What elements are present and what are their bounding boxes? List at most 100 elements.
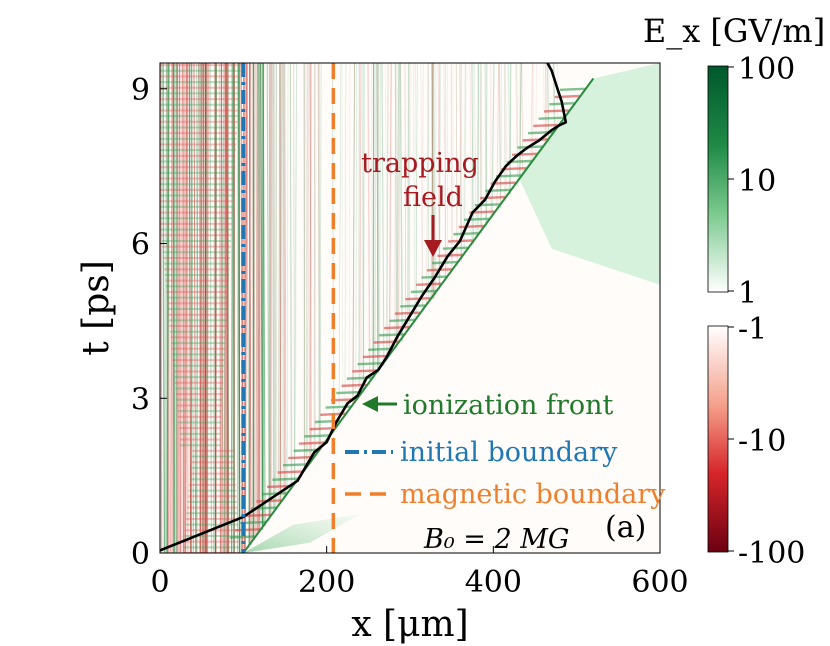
field-streak <box>352 63 355 404</box>
trapping-field-label-line2: field <box>403 182 463 213</box>
field-streak <box>294 63 297 482</box>
field-streak <box>359 63 362 396</box>
field-streak <box>190 63 193 553</box>
field-streak <box>399 63 404 342</box>
front-oscillation <box>400 304 426 308</box>
field-streak <box>261 63 265 528</box>
field-streak <box>269 63 272 516</box>
field-streak <box>237 63 241 553</box>
field-region-wedge <box>243 514 360 553</box>
field-streak <box>160 63 163 553</box>
field-streak <box>318 63 320 451</box>
y-tick-label: 3 <box>131 382 150 417</box>
b0-label: B₀ = 2 MG <box>423 524 569 555</box>
field-streak <box>305 63 309 467</box>
field-streak <box>394 63 398 349</box>
field-streak <box>521 63 524 179</box>
field-streak <box>338 63 342 422</box>
field-streak <box>220 63 223 553</box>
front-oscillation <box>357 361 383 366</box>
field-streak <box>496 63 500 210</box>
front-oscillation <box>538 116 564 120</box>
field-streak <box>198 63 201 553</box>
x-tick-label: 0 <box>150 565 169 600</box>
ionization-front-label: ionization front <box>403 390 613 421</box>
field-streak <box>420 63 423 315</box>
plot-frame <box>159 62 661 554</box>
field-streak <box>186 63 189 553</box>
front-oscillation <box>389 318 415 323</box>
field-streak <box>176 63 178 553</box>
field-streak <box>274 63 277 509</box>
field-streak <box>438 63 440 289</box>
field-streak <box>190 63 193 553</box>
panel-label: (a) <box>605 510 646 545</box>
field-streak <box>191 63 194 553</box>
front-oscillation <box>543 109 570 113</box>
field-streak <box>255 63 258 535</box>
field-streak <box>294 63 298 482</box>
field-streak <box>185 63 188 553</box>
field-streak <box>386 63 389 359</box>
field-streak <box>225 63 229 553</box>
field-streak <box>188 63 192 553</box>
field-streak <box>262 63 266 527</box>
field-streak <box>182 63 186 553</box>
field-streak <box>507 63 511 197</box>
front-oscillation <box>464 217 490 221</box>
field-streak <box>396 63 400 345</box>
front-oscillation <box>394 311 420 315</box>
field-streak <box>415 63 418 319</box>
field-streak <box>227 63 230 553</box>
field-streak <box>508 63 512 193</box>
colorbar-title: E_x [GV/m] <box>643 12 825 50</box>
field-streak <box>207 63 209 553</box>
field-streak <box>277 63 280 505</box>
field-streak <box>279 63 282 505</box>
colorbar-tick-100: 100 <box>738 52 795 87</box>
field-streak <box>283 63 285 499</box>
field-streak <box>379 63 381 369</box>
front-oscillation <box>336 390 362 395</box>
x-tick-label: 400 <box>465 565 522 600</box>
field-streak <box>409 63 411 329</box>
field-streak <box>279 63 283 502</box>
field-streak <box>471 63 474 246</box>
y-axis-ticks: 0 3 6 9 <box>131 73 167 572</box>
plot-area <box>160 63 660 553</box>
field-streak <box>260 63 264 530</box>
field-streak <box>257 63 260 532</box>
field-streak <box>268 63 271 518</box>
field-streak <box>303 63 306 471</box>
field-streak <box>443 63 447 284</box>
field-streak <box>515 63 518 187</box>
front-oscillation <box>480 195 506 200</box>
field-streak <box>367 63 371 386</box>
field-streak <box>394 63 397 348</box>
field-streak <box>433 63 436 297</box>
front-oscillation <box>282 463 309 467</box>
front-oscillation <box>405 297 431 301</box>
field-streak <box>275 63 278 509</box>
initial-boundary-label: initial boundary <box>400 437 618 468</box>
field-streak <box>437 63 440 291</box>
field-streak <box>209 63 213 553</box>
colorbar-negative <box>707 325 729 553</box>
field-streak <box>409 63 410 330</box>
field-streak <box>273 63 275 513</box>
field-streak <box>341 63 344 421</box>
field-streak <box>431 63 434 300</box>
front-oscillation <box>522 138 548 142</box>
field-streak <box>226 63 230 553</box>
field-streak <box>430 63 434 298</box>
ionization-front-arrow <box>362 396 397 412</box>
colorbar-tick-10: 10 <box>738 164 776 199</box>
field-streak <box>317 63 321 453</box>
field-streak <box>163 63 165 553</box>
field-streak <box>196 63 199 553</box>
field-streak <box>162 63 165 553</box>
front-oscillation <box>511 152 538 157</box>
field-streak <box>376 63 380 374</box>
field-streak <box>272 63 275 514</box>
field-streak <box>201 63 204 553</box>
